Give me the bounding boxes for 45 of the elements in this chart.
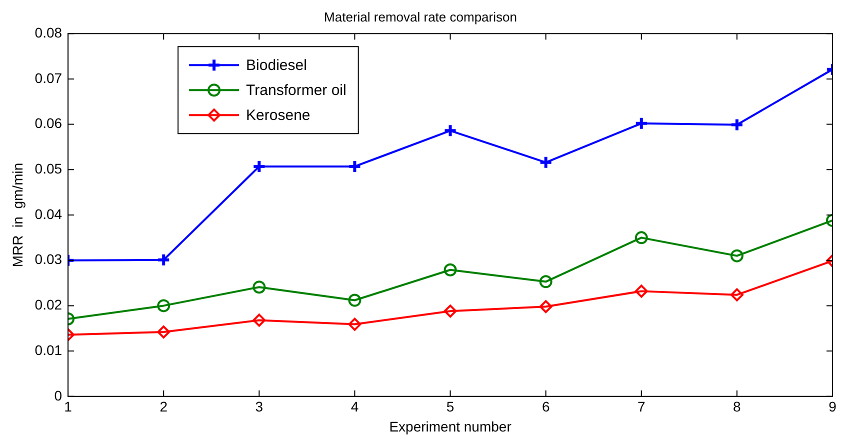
- point: [348, 159, 362, 174]
- legend-label: Biodiesel: [246, 57, 307, 74]
- legend-label: Kerosene: [246, 107, 310, 124]
- x-tick-label: 8: [733, 398, 742, 415]
- point: [443, 124, 458, 138]
- x-tick-label: 6: [542, 398, 550, 415]
- y-tick-label: 0.04: [34, 206, 62, 222]
- point: [252, 280, 266, 294]
- point: [634, 284, 648, 298]
- point: [156, 252, 171, 267]
- y-tick-label: 0.08: [34, 24, 62, 40]
- x-tick-label: 3: [255, 398, 264, 415]
- point: [730, 118, 744, 132]
- point: [634, 116, 648, 130]
- point: [539, 275, 552, 288]
- point: [539, 300, 552, 314]
- chart-title: Material removal rate comparison: [324, 9, 517, 24]
- y-tick-label: 0.03: [34, 251, 62, 268]
- point: [348, 294, 362, 307]
- y-tick-label: 0.07: [34, 70, 62, 86]
- point: [730, 288, 744, 302]
- point: [252, 159, 266, 174]
- y-tick-label: 0: [54, 387, 62, 404]
- point: [348, 318, 362, 331]
- x-tick-label: 5: [446, 398, 454, 415]
- y-tick-label: 0.02: [34, 296, 62, 313]
- point: [157, 326, 170, 339]
- x-tick-label: 4: [350, 398, 359, 415]
- point: [444, 263, 457, 276]
- point: [634, 231, 648, 244]
- x-tick-label: 2: [160, 398, 168, 415]
- point: [157, 299, 170, 312]
- point: [252, 314, 266, 327]
- x-tick-label: 7: [637, 398, 646, 415]
- point: [444, 304, 457, 318]
- x-axis-title: Experiment number: [389, 418, 512, 434]
- y-tick-label: 0.06: [34, 115, 62, 132]
- point: [538, 155, 553, 170]
- legend-label: Transformer oil: [246, 82, 346, 100]
- point: [730, 249, 744, 262]
- y-tick-label: 0.05: [34, 160, 62, 177]
- y-axis-title: MRR in gm/min: [9, 162, 26, 268]
- y-tick-label: 0.01: [34, 342, 62, 358]
- x-tick-label: 1: [64, 398, 72, 415]
- x-tick-label: 9: [828, 398, 837, 415]
